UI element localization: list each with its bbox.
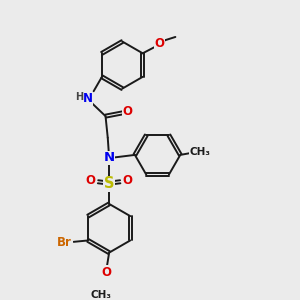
Text: O: O <box>123 105 133 118</box>
Text: CH₃: CH₃ <box>189 147 210 158</box>
Text: H: H <box>75 92 83 102</box>
Text: O: O <box>154 38 164 50</box>
Text: Br: Br <box>57 236 72 249</box>
Text: CH₃: CH₃ <box>91 290 112 300</box>
Text: N: N <box>103 151 115 164</box>
Text: N: N <box>82 92 92 106</box>
Text: O: O <box>123 174 133 188</box>
Text: O: O <box>85 174 96 188</box>
Text: O: O <box>101 266 111 279</box>
Text: S: S <box>104 176 114 191</box>
